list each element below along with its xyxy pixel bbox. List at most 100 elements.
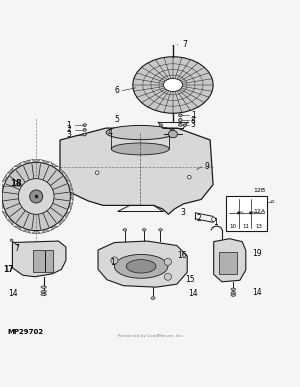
Ellipse shape [83,124,86,127]
Ellipse shape [252,212,255,214]
Polygon shape [32,159,41,162]
Ellipse shape [10,239,13,241]
Circle shape [2,162,70,231]
Polygon shape [22,229,31,233]
Ellipse shape [178,123,182,126]
Text: 1: 1 [110,258,115,267]
Text: 13: 13 [255,224,262,229]
Text: 6: 6 [115,86,119,95]
Circle shape [30,190,43,203]
FancyBboxPatch shape [33,250,52,272]
Text: 1: 1 [66,121,71,130]
Text: Rendered by LeadMarure, Inc.: Rendered by LeadMarure, Inc. [118,334,184,338]
Text: 9: 9 [204,162,209,171]
Circle shape [18,179,54,214]
Circle shape [212,217,216,221]
Text: 17: 17 [3,265,14,274]
Circle shape [188,175,191,179]
Ellipse shape [178,118,182,122]
Polygon shape [12,241,66,277]
Polygon shape [41,229,50,233]
Text: 1: 1 [213,218,218,227]
Polygon shape [66,211,70,219]
Text: 19: 19 [252,249,261,258]
Circle shape [95,171,99,175]
Polygon shape [2,211,7,219]
Circle shape [249,212,252,214]
Polygon shape [51,226,58,231]
Text: 3: 3 [66,130,71,139]
Text: 14: 14 [188,289,198,298]
Polygon shape [70,192,73,201]
Polygon shape [0,183,3,191]
Polygon shape [22,160,31,163]
Ellipse shape [106,125,174,140]
Text: 3: 3 [181,208,186,217]
Ellipse shape [169,130,177,138]
Ellipse shape [41,286,46,288]
Polygon shape [69,183,73,191]
Polygon shape [32,231,41,233]
Ellipse shape [164,79,182,92]
Ellipse shape [123,229,127,231]
Ellipse shape [171,42,175,45]
Polygon shape [69,202,73,210]
Ellipse shape [114,254,168,278]
Text: 14: 14 [8,289,17,298]
Ellipse shape [41,293,46,296]
Text: 3: 3 [191,120,196,129]
Polygon shape [2,174,7,182]
Ellipse shape [126,260,156,273]
Text: 18: 18 [10,178,22,188]
Text: 8: 8 [191,116,196,125]
Polygon shape [66,174,70,182]
Polygon shape [60,128,213,214]
Ellipse shape [83,128,86,131]
Ellipse shape [160,124,163,126]
Ellipse shape [133,57,213,113]
Text: 7: 7 [182,40,187,50]
Ellipse shape [240,212,243,214]
Text: MP29702: MP29702 [8,329,44,335]
Polygon shape [214,239,246,282]
Text: 5: 5 [115,115,119,124]
Text: 10: 10 [229,224,236,229]
Polygon shape [59,167,65,173]
Polygon shape [14,226,22,231]
Circle shape [237,212,240,214]
Ellipse shape [83,133,86,136]
Circle shape [164,273,172,280]
Ellipse shape [231,288,236,290]
Ellipse shape [41,290,46,293]
Text: 12A: 12A [253,209,265,214]
Ellipse shape [271,200,274,203]
Text: 1: 1 [191,111,196,120]
Ellipse shape [142,229,146,231]
Text: 2: 2 [66,125,71,134]
Ellipse shape [178,114,182,117]
Polygon shape [41,160,50,163]
Text: 14: 14 [252,288,261,297]
Polygon shape [14,162,22,167]
Ellipse shape [183,124,186,126]
Text: 16: 16 [177,252,187,260]
Ellipse shape [111,143,169,155]
Text: 15: 15 [185,275,195,284]
Ellipse shape [158,229,162,231]
Text: 2: 2 [197,214,202,223]
Text: 4: 4 [107,128,112,137]
Text: 7: 7 [14,244,19,253]
FancyBboxPatch shape [219,252,237,274]
Text: 11: 11 [242,224,249,229]
Circle shape [111,257,118,264]
FancyBboxPatch shape [226,197,267,231]
Polygon shape [7,219,13,226]
Polygon shape [51,162,58,167]
Ellipse shape [231,291,236,294]
Polygon shape [0,202,3,210]
Polygon shape [98,241,187,287]
Circle shape [164,258,172,265]
Polygon shape [59,219,65,226]
Ellipse shape [151,297,155,300]
Text: 12B: 12B [253,188,265,194]
